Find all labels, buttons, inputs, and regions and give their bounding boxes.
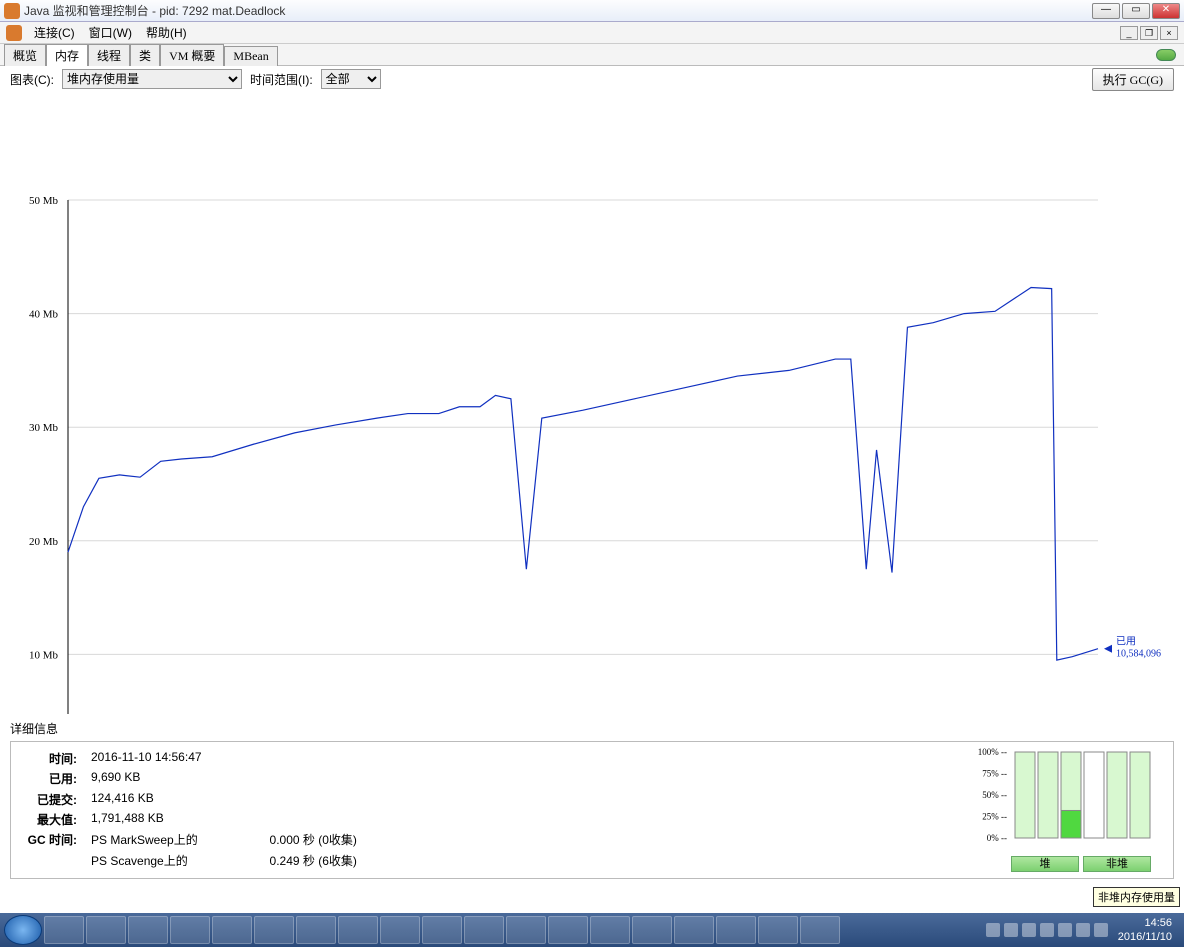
tray-icon[interactable] bbox=[1040, 923, 1054, 937]
perform-gc-button[interactable]: 执行 GC(G) bbox=[1092, 68, 1174, 91]
nonheap-button[interactable]: 非堆 bbox=[1083, 856, 1151, 872]
tray-icon[interactable] bbox=[1076, 923, 1090, 937]
svg-text:50% --: 50% -- bbox=[982, 790, 1007, 800]
taskbar-item[interactable] bbox=[800, 916, 840, 944]
heap-button[interactable]: 堆 bbox=[1011, 856, 1079, 872]
taskbar-item[interactable] bbox=[86, 916, 126, 944]
tray-icons[interactable] bbox=[986, 923, 1108, 937]
details-section: 详细信息 时间:2016-11-10 14:56:47已用:9,690 KB已提… bbox=[0, 714, 1184, 881]
tab-memory[interactable]: 内存 bbox=[46, 44, 88, 66]
taskbar-item[interactable] bbox=[44, 916, 84, 944]
svg-text:50 Mb: 50 Mb bbox=[29, 195, 59, 207]
taskbar-item[interactable] bbox=[548, 916, 588, 944]
inner-close-button[interactable]: × bbox=[1160, 26, 1178, 40]
tooltip: 非堆内存使用量 bbox=[1093, 887, 1180, 907]
tab-mbean[interactable]: MBean bbox=[224, 46, 277, 66]
maximize-button[interactable]: ▭ bbox=[1122, 3, 1150, 19]
tab-bar: 概览 内存 线程 类 VM 概要 MBean bbox=[0, 44, 1184, 66]
inner-minimize-button[interactable]: _ bbox=[1120, 26, 1138, 40]
taskbar-item[interactable] bbox=[674, 916, 714, 944]
close-button[interactable]: ✕ bbox=[1152, 3, 1180, 19]
window-title: Java 监视和管理控制台 - pid: 7292 mat.Deadlock bbox=[24, 2, 1092, 19]
tray-icon[interactable] bbox=[986, 923, 1000, 937]
minimize-button[interactable]: — bbox=[1092, 3, 1120, 19]
taskbar-item[interactable] bbox=[212, 916, 252, 944]
svg-text:20 Mb: 20 Mb bbox=[29, 536, 59, 548]
details-title: 详细信息 bbox=[10, 720, 1174, 737]
taskbar-item[interactable] bbox=[254, 916, 294, 944]
tab-vm[interactable]: VM 概要 bbox=[160, 44, 224, 66]
tray-icon[interactable] bbox=[1058, 923, 1072, 937]
range-select-label: 时间范围(I): bbox=[250, 71, 313, 88]
chart-select-label: 图表(C): bbox=[10, 71, 54, 88]
tab-classes[interactable]: 类 bbox=[130, 44, 160, 66]
taskbar-item[interactable] bbox=[716, 916, 756, 944]
clock[interactable]: 14:56 2016/11/10 bbox=[1110, 916, 1180, 944]
tray-icon[interactable] bbox=[1022, 923, 1036, 937]
svg-text:10 Mb: 10 Mb bbox=[29, 649, 59, 661]
taskbar-item[interactable] bbox=[632, 916, 672, 944]
start-button[interactable] bbox=[4, 915, 42, 945]
taskbar-item[interactable] bbox=[758, 916, 798, 944]
menubar: 连接(C) 窗口(W) 帮助(H) _ ❐ × bbox=[0, 22, 1184, 44]
tray-icon[interactable] bbox=[1094, 923, 1108, 937]
taskbar-item[interactable] bbox=[380, 916, 420, 944]
menu-window[interactable]: 窗口(W) bbox=[83, 22, 138, 43]
chart-controls: 图表(C): 堆内存使用量 时间范围(I): 全部 执行 GC(G) bbox=[0, 66, 1184, 92]
menu-help[interactable]: 帮助(H) bbox=[140, 22, 193, 43]
taskbar-item[interactable] bbox=[422, 916, 462, 944]
tray-icon[interactable] bbox=[1004, 923, 1018, 937]
svg-text:75% --: 75% -- bbox=[982, 769, 1007, 779]
taskbar[interactable]: 14:56 2016/11/10 bbox=[0, 913, 1184, 947]
details-table: 时间:2016-11-10 14:56:47已用:9,690 KB已提交:124… bbox=[11, 748, 365, 872]
java-icon bbox=[4, 3, 20, 19]
svg-text:10,584,096: 10,584,096 bbox=[1116, 649, 1161, 660]
connection-status-icon bbox=[1156, 49, 1176, 61]
pool-usage-chart: 0% -- 25% -- 50% -- 75% -- 100% -- 堆 非堆 bbox=[975, 748, 1165, 872]
app-icon bbox=[6, 25, 22, 41]
taskbar-item[interactable] bbox=[128, 916, 168, 944]
taskbar-item[interactable] bbox=[296, 916, 336, 944]
svg-text:40 Mb: 40 Mb bbox=[29, 309, 59, 321]
taskbar-item[interactable] bbox=[170, 916, 210, 944]
memory-chart: 0.0 Mb10 Mb20 Mb30 Mb40 Mb50 Mb14:5214:5… bbox=[0, 92, 1184, 714]
os-titlebar: Java 监视和管理控制台 - pid: 7292 mat.Deadlock —… bbox=[0, 0, 1184, 22]
menu-connect[interactable]: 连接(C) bbox=[28, 22, 81, 43]
tab-threads[interactable]: 线程 bbox=[88, 44, 130, 66]
taskbar-item[interactable] bbox=[590, 916, 630, 944]
range-select[interactable]: 全部 bbox=[321, 69, 381, 89]
tab-overview[interactable]: 概览 bbox=[4, 44, 46, 66]
inner-restore-button[interactable]: ❐ bbox=[1140, 26, 1158, 40]
svg-text:25% --: 25% -- bbox=[982, 812, 1007, 822]
svg-text:30 Mb: 30 Mb bbox=[29, 422, 59, 434]
svg-text:已用: 已用 bbox=[1116, 637, 1136, 648]
taskbar-item[interactable] bbox=[506, 916, 546, 944]
svg-text:0% --: 0% -- bbox=[987, 833, 1007, 843]
taskbar-item[interactable] bbox=[464, 916, 504, 944]
taskbar-item[interactable] bbox=[338, 916, 378, 944]
chart-select[interactable]: 堆内存使用量 bbox=[62, 69, 242, 89]
svg-text:100% --: 100% -- bbox=[978, 748, 1007, 757]
